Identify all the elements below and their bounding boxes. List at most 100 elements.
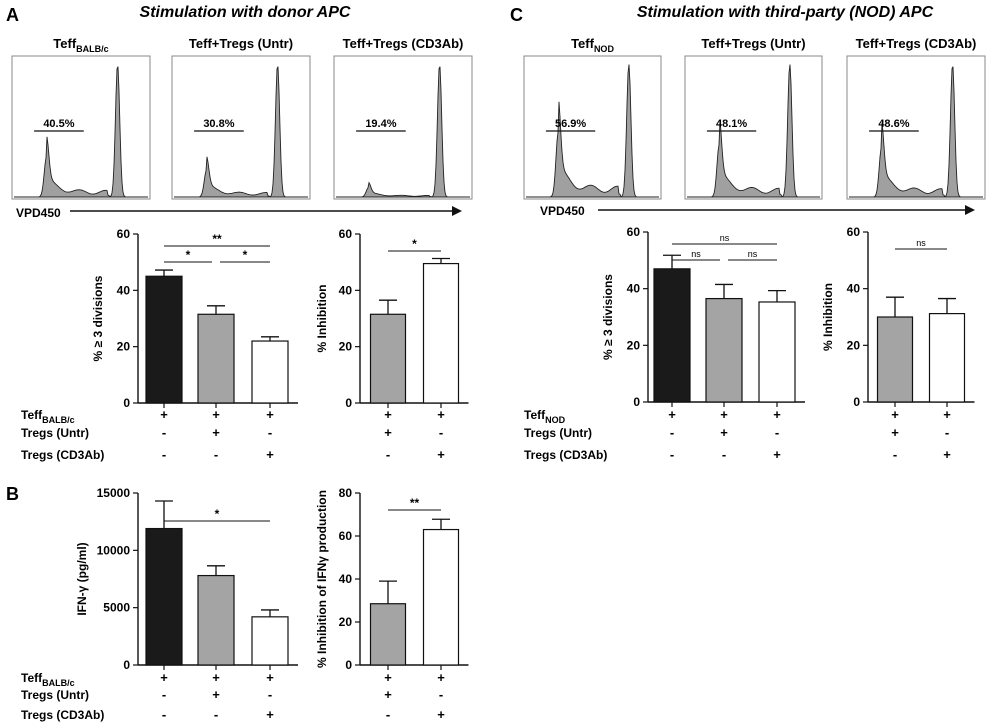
- histogram-curve: [526, 64, 659, 198]
- condition-sign: +: [212, 407, 220, 422]
- panel-letter-c: C: [510, 5, 523, 25]
- panel-letter-b: B: [6, 484, 19, 504]
- condition-sign: -: [439, 425, 443, 440]
- histogram-gate-percent: 48.1%: [716, 118, 747, 130]
- y-tick-label: 20: [847, 338, 861, 352]
- condition-sign: +: [943, 447, 951, 462]
- condition-label-teff: TeffBALB/c: [21, 408, 75, 425]
- histogram-curve: [687, 64, 820, 198]
- y-tick-label: 0: [853, 395, 860, 409]
- y-tick-label: 40: [117, 283, 131, 297]
- bar: [251, 340, 289, 404]
- bar: [705, 297, 743, 403]
- y-tick-label: 40: [847, 282, 861, 296]
- significance-label: ns: [720, 233, 730, 243]
- histogram-title: Teff+Tregs (CD3Ab): [343, 36, 464, 51]
- condition-sign: +: [212, 425, 220, 440]
- histogram-gate-percent: 56.9%: [555, 118, 586, 130]
- condition-sign: -: [722, 447, 726, 462]
- condition-sign: -: [945, 425, 949, 440]
- bar: [758, 301, 796, 403]
- y-axis-label: % Inhibition: [821, 283, 835, 351]
- significance-label: *: [215, 507, 220, 521]
- histogram-curve: [336, 66, 470, 198]
- histogram-frame: [333, 55, 473, 200]
- bar: [369, 603, 407, 666]
- y-tick-label: 40: [339, 283, 353, 297]
- bar-chart-c-div: 0 20 40 60 % ≥ 3 divisions ns ns ns: [601, 225, 805, 409]
- y-tick-label: 60: [339, 227, 353, 241]
- histogram-a-3: Teff+Tregs (CD3Ab) 19.4%: [333, 36, 473, 200]
- significance-label: *: [243, 248, 248, 262]
- y-axis-label: IFN-γ (pg/ml): [75, 542, 89, 615]
- histogram-title: Teff+Tregs (Untr): [189, 36, 293, 51]
- condition-label-teff: TeffBALB/c: [21, 671, 75, 688]
- y-tick-label: 40: [627, 282, 641, 296]
- bar-chart-c-inh: 0 20 40 60 % Inhibition ns: [821, 225, 975, 409]
- significance-label: **: [410, 496, 420, 510]
- histogram-title: TeffNOD: [571, 36, 614, 54]
- histogram-title: Teff+Tregs (Untr): [701, 36, 805, 51]
- y-tick-label: 0: [633, 395, 640, 409]
- condition-sign: +: [943, 407, 951, 422]
- bar: [876, 316, 914, 403]
- condition-sign: +: [160, 407, 168, 422]
- significance-label: ns: [691, 249, 701, 259]
- y-tick-label: 60: [847, 225, 861, 239]
- significance-label: **: [212, 232, 222, 246]
- condition-sign: +: [384, 425, 392, 440]
- condition-sign: -: [214, 707, 218, 722]
- condition-sign: +: [773, 447, 781, 462]
- histogram-curve: [174, 66, 308, 198]
- condition-sign: +: [720, 407, 728, 422]
- condition-sign: +: [437, 447, 445, 462]
- condition-sign: -: [162, 447, 166, 462]
- y-tick-label: 20: [117, 340, 131, 354]
- histogram-title: Teff+Tregs (CD3Ab): [856, 36, 977, 51]
- y-axis-label: % ≥ 3 divisions: [91, 275, 105, 361]
- histogram-gate-percent: 48.6%: [878, 118, 909, 130]
- histogram-curve: [849, 66, 983, 198]
- bar: [422, 262, 460, 404]
- y-tick-label: 0: [345, 658, 352, 672]
- condition-sign: +: [266, 670, 274, 685]
- condition-sign: +: [891, 407, 899, 422]
- condition-sign: +: [773, 407, 781, 422]
- condition-sign: +: [437, 707, 445, 722]
- condition-label-tregs-untr: Tregs (Untr): [524, 426, 592, 440]
- vpd450-axis-a: VPD450: [16, 206, 462, 220]
- histogram-c-1: TeffNOD 56.9%: [523, 36, 662, 200]
- condition-label-tregs-cd3ab: Tregs (CD3Ab): [21, 708, 104, 722]
- y-tick-label: 60: [339, 529, 353, 543]
- condition-label-tregs-cd3ab: Tregs (CD3Ab): [524, 448, 607, 462]
- condition-sign: +: [668, 407, 676, 422]
- condition-sign: -: [670, 425, 674, 440]
- histogram-curve: [14, 66, 148, 198]
- condition-label-teff: TeffNOD: [524, 408, 566, 425]
- significance-label: ns: [916, 238, 926, 248]
- condition-label-tregs-untr: Tregs (Untr): [21, 688, 89, 702]
- condition-sign: -: [162, 425, 166, 440]
- bar: [928, 313, 966, 403]
- y-tick-label: 60: [117, 227, 131, 241]
- condition-sign: -: [386, 447, 390, 462]
- y-axis-label: % ≥ 3 divisions: [601, 274, 615, 360]
- histogram-a-1: TeffBALB/c 40.5%: [11, 36, 151, 200]
- y-tick-label: 15000: [97, 486, 131, 500]
- y-tick-label: 20: [339, 615, 353, 629]
- histogram-gate-percent: 19.4%: [365, 118, 396, 130]
- condition-sign: -: [670, 447, 674, 462]
- condition-sign: +: [384, 670, 392, 685]
- y-axis-label: % Inhibition of IFNγ production: [315, 490, 329, 668]
- histogram-frame: [684, 55, 823, 200]
- condition-label-tregs-cd3ab: Tregs (CD3Ab): [21, 448, 104, 462]
- y-tick-label: 80: [339, 486, 353, 500]
- histogram-gate-percent: 40.5%: [43, 118, 74, 130]
- vpd450-axis-c: VPD450: [540, 204, 975, 218]
- bar: [145, 527, 183, 666]
- condition-label-tregs-untr: Tregs (Untr): [21, 426, 89, 440]
